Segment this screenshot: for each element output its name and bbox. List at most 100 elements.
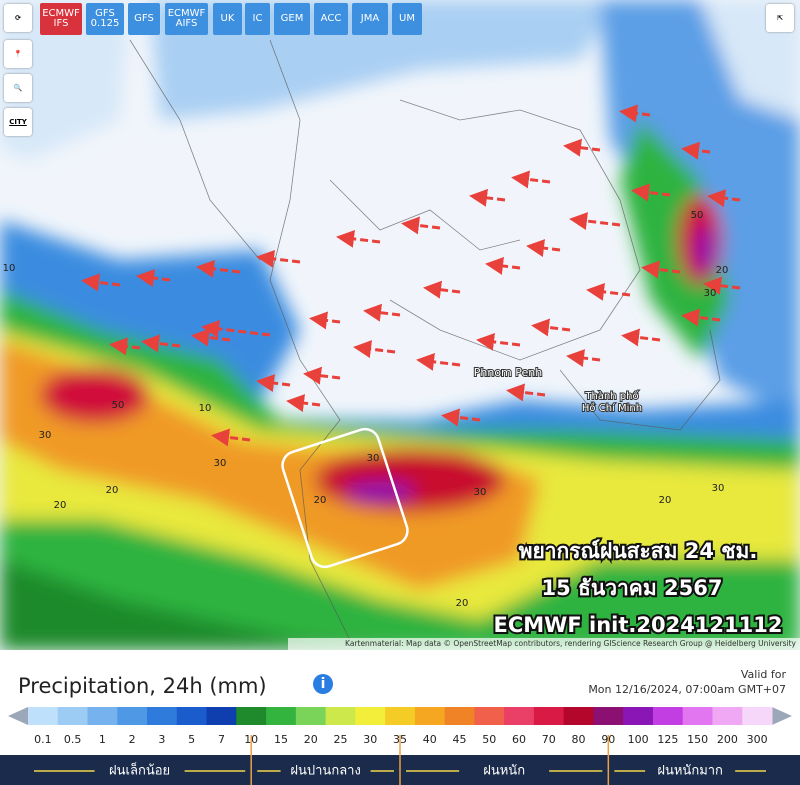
contour-label: 50 xyxy=(691,210,704,221)
wind-arrow xyxy=(469,188,506,207)
valid-time: Mon 12/16/2024, 07:00am GMT+07 xyxy=(588,683,786,696)
colorbar-cell xyxy=(623,707,654,725)
model-button[interactable]: GEM xyxy=(274,3,310,35)
contour-label: 10 xyxy=(199,403,212,414)
colorbar-label: 45 xyxy=(453,733,467,746)
wind-arrow xyxy=(416,352,461,371)
wind-arrow xyxy=(681,141,711,160)
contour-label: 30 xyxy=(474,487,487,498)
model-button[interactable]: UM xyxy=(392,3,422,35)
attribution: Kartenmaterial: Map data © OpenStreetMap… xyxy=(345,639,797,648)
model-button[interactable]: UK xyxy=(213,3,242,35)
model-button[interactable]: IC xyxy=(245,3,270,35)
colorbar: 0.1 0.5 1 2 3 5 7 10 15 20 25 30 35 40 45 50 60 70 80 90 100… xyxy=(0,707,800,785)
wind-arrow xyxy=(563,138,601,157)
place-label: Phnom Penh xyxy=(474,366,542,379)
colorbar-label: 30 xyxy=(363,733,377,746)
colorbar-label: 20 xyxy=(304,733,318,746)
wind-arrow xyxy=(703,276,741,295)
wind-arrow xyxy=(621,328,661,347)
colorbar-cell xyxy=(28,707,59,725)
colorbar-label: 5 xyxy=(188,733,195,746)
wind-arrow xyxy=(256,374,291,393)
wind-arrow xyxy=(201,319,271,338)
contour-label: 20 xyxy=(54,500,67,511)
colorbar-cell xyxy=(295,707,327,725)
contour-label: 20 xyxy=(716,265,729,276)
colorbar-cell xyxy=(355,707,386,725)
wind-arrow xyxy=(136,269,171,288)
model-button[interactable]: GFS xyxy=(128,3,160,35)
colorbar-cell xyxy=(712,707,743,725)
contour-label: 30 xyxy=(704,288,717,299)
model-button[interactable]: ECMWF AIFS xyxy=(165,3,208,35)
colorbar-label: 300 xyxy=(747,733,768,746)
colorbar-label: 15 xyxy=(274,733,288,746)
wind-arrow xyxy=(141,334,181,353)
colorbar-cell xyxy=(325,707,356,725)
contour-label: 20 xyxy=(106,485,119,496)
colorbar-cell xyxy=(266,707,297,725)
wind-arrow xyxy=(631,183,671,202)
colorbar-label: 60 xyxy=(512,733,526,746)
colorbar-label: 200 xyxy=(717,733,738,746)
wind-arrow xyxy=(401,216,441,235)
city-button[interactable]: CITY xyxy=(4,108,32,136)
colorbar-label: 50 xyxy=(482,733,496,746)
overlay-title: พยากรณ์ฝนสะสม 24 ชม. xyxy=(519,539,758,563)
contour-label: 20 xyxy=(314,495,327,506)
colorbar-end xyxy=(772,707,792,725)
category-label: ฝนหนัก xyxy=(483,764,525,779)
map: 30 20 50 30 20 30 20 30 20 20 30 20 30 50 10 10 Phnom P… xyxy=(0,0,800,650)
colorbar-label: 0.1 xyxy=(34,733,52,746)
colorbar-label: 2 xyxy=(129,733,136,746)
location-button[interactable]: 📍 xyxy=(4,40,32,68)
place-label: Hồ Chí Minh xyxy=(582,402,642,414)
wind-arrow xyxy=(619,104,651,123)
wind-arrow xyxy=(531,318,571,337)
colorbar-cell xyxy=(652,707,684,725)
colorbar-cell xyxy=(474,707,505,725)
wind-arrow xyxy=(441,408,481,427)
wind-arrow xyxy=(353,340,396,359)
zoom-button[interactable]: 🔍 xyxy=(4,74,32,102)
overlay-init: ECMWF init.2024121112 xyxy=(494,613,783,637)
colorbar-cell xyxy=(504,707,535,725)
colorbar-label: 25 xyxy=(333,733,347,746)
overlay-date: 15 ธันวาคม 2567 xyxy=(542,576,723,600)
wind-arrow xyxy=(196,259,241,278)
share-button[interactable]: ⇱ xyxy=(766,4,794,32)
wind-arrow xyxy=(109,337,141,356)
wind-arrow xyxy=(423,280,461,299)
colorbar-label: 7 xyxy=(218,733,225,746)
wind-arrow xyxy=(707,189,741,208)
contour-label: 20 xyxy=(456,598,469,609)
contour-label: 30 xyxy=(214,458,227,469)
colorbar-label: 3 xyxy=(158,733,165,746)
colorbar-label: 40 xyxy=(423,733,437,746)
wind-arrow xyxy=(511,170,551,189)
colorbar-cell xyxy=(742,707,773,725)
wind-arrow xyxy=(526,239,561,258)
wind-arrow xyxy=(191,328,231,347)
place-label: Thành phố xyxy=(584,390,638,402)
contour-label: 30 xyxy=(367,453,380,464)
colorbar-cell xyxy=(176,707,208,725)
colorbar-label: 100 xyxy=(628,733,649,746)
wind-arrow xyxy=(681,308,721,327)
wind-arrow xyxy=(566,349,601,368)
contour-label: 20 xyxy=(659,495,672,506)
wind-arrow xyxy=(586,282,631,301)
colorbar-cell xyxy=(147,707,178,725)
wind-arrow xyxy=(476,332,521,351)
wind-arrow xyxy=(641,260,681,279)
model-button[interactable]: ECMWF IFS xyxy=(40,3,82,35)
model-button[interactable]: GFS 0.125 xyxy=(86,3,124,35)
refresh-button[interactable]: ⟳ xyxy=(4,4,32,32)
model-button[interactable]: ACC xyxy=(314,3,348,35)
wind-arrow xyxy=(286,394,321,413)
wind-arrow xyxy=(211,428,251,447)
info-button[interactable]: i xyxy=(313,674,333,694)
model-button[interactable]: JMA xyxy=(352,3,388,35)
